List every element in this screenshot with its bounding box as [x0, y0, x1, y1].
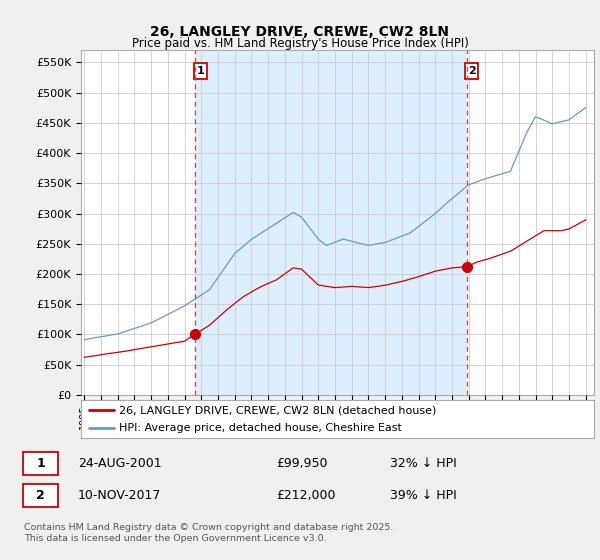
- Text: 26, LANGLEY DRIVE, CREWE, CW2 8LN: 26, LANGLEY DRIVE, CREWE, CW2 8LN: [151, 26, 449, 39]
- Text: 2: 2: [467, 66, 475, 76]
- Text: 24-AUG-2001: 24-AUG-2001: [78, 457, 161, 470]
- Text: 32% ↓ HPI: 32% ↓ HPI: [390, 457, 457, 470]
- Text: Price paid vs. HM Land Registry's House Price Index (HPI): Price paid vs. HM Land Registry's House …: [131, 37, 469, 50]
- Bar: [195, 50, 467, 395]
- Text: £99,950: £99,950: [276, 457, 328, 470]
- Text: 39% ↓ HPI: 39% ↓ HPI: [390, 489, 457, 502]
- Text: Contains HM Land Registry data © Crown copyright and database right 2025.
This d: Contains HM Land Registry data © Crown c…: [24, 524, 394, 543]
- Text: HPI: Average price, detached house, Cheshire East: HPI: Average price, detached house, Ches…: [119, 423, 403, 433]
- Text: 10-NOV-2017: 10-NOV-2017: [78, 489, 161, 502]
- Text: 1: 1: [196, 66, 204, 76]
- Text: £212,000: £212,000: [276, 489, 335, 502]
- Text: 2: 2: [36, 489, 45, 502]
- Text: 26, LANGLEY DRIVE, CREWE, CW2 8LN (detached house): 26, LANGLEY DRIVE, CREWE, CW2 8LN (detac…: [119, 405, 437, 415]
- Text: 1: 1: [36, 457, 45, 470]
